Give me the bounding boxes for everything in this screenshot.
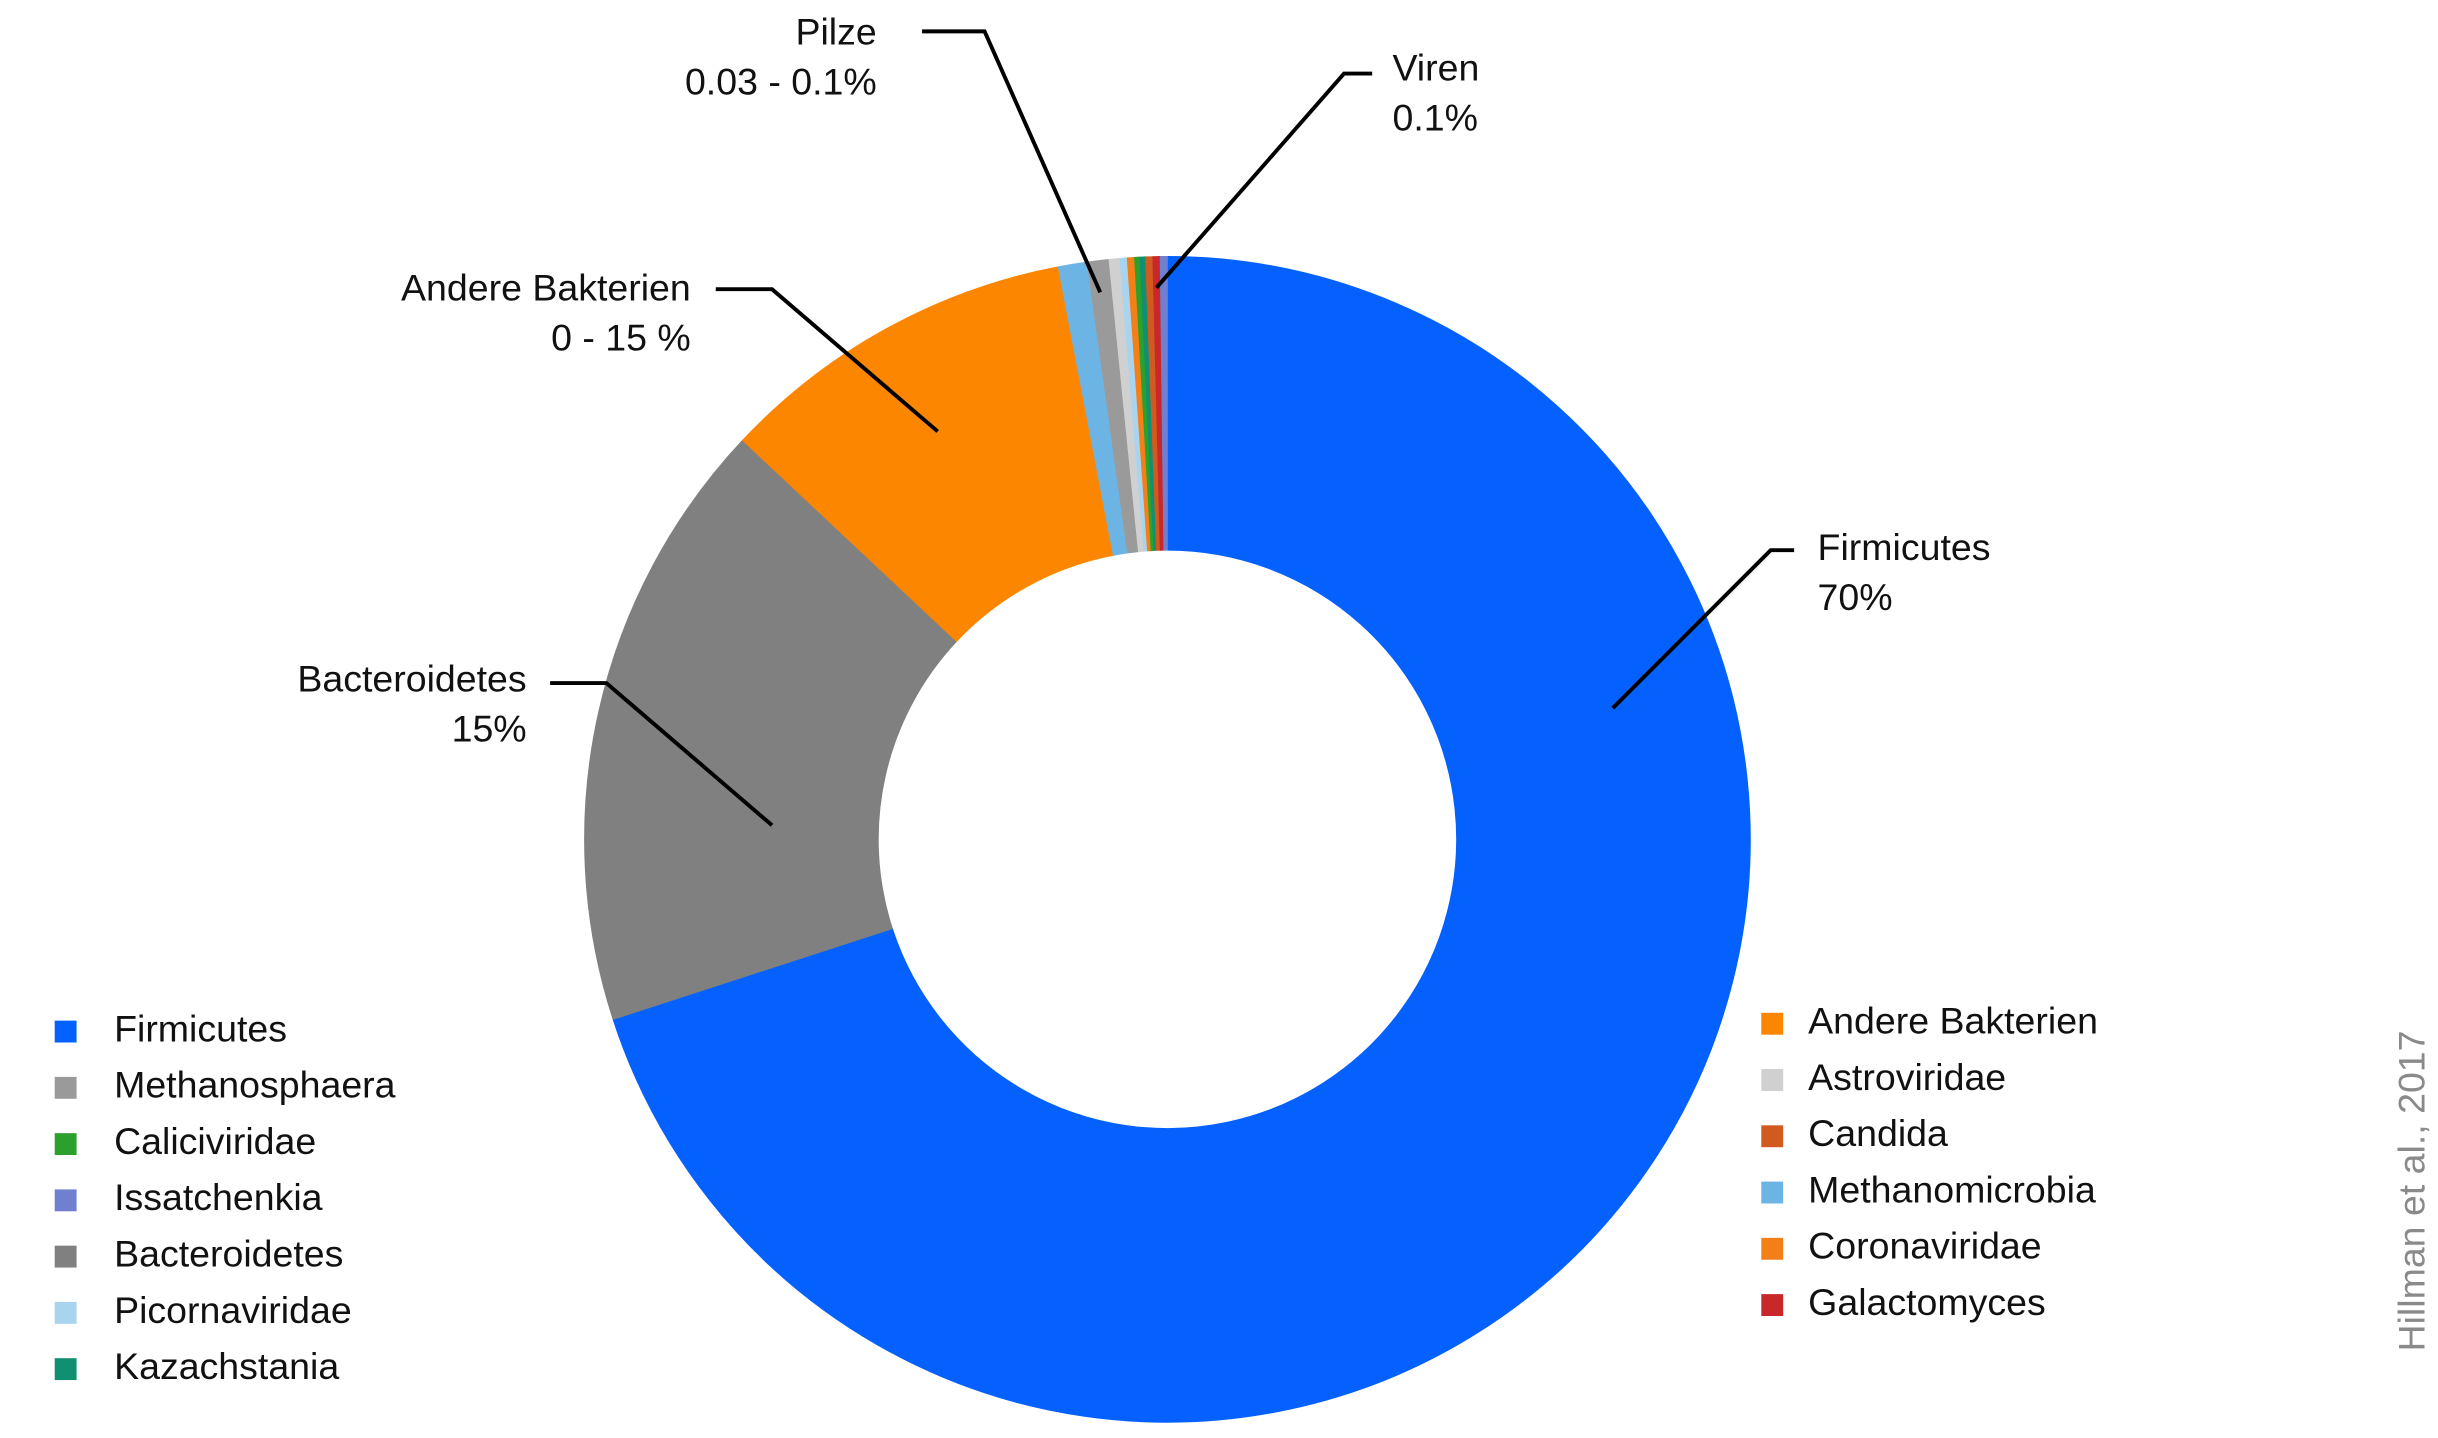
leader-line (550, 681, 774, 827)
leader-line (922, 29, 1103, 294)
legend-swatch (54, 1133, 77, 1156)
legend-label: Methanosphaera (114, 1064, 396, 1106)
annotation: 0 - 15 % (551, 317, 691, 359)
annotation: Bacteroidetes (297, 657, 526, 699)
legend-label: Kazachstania (114, 1345, 339, 1387)
annotation: 0.03 - 0.1% (685, 60, 877, 102)
legend-swatch (1761, 1237, 1784, 1260)
legend-swatch (1761, 1294, 1784, 1316)
legend-swatch (1761, 1181, 1784, 1204)
legend-label: Andere Bakterien (1808, 1000, 2098, 1042)
legend-label: Astroviridae (1808, 1056, 2006, 1098)
source: Hillman et al., 2017 (2390, 1030, 2432, 1351)
annotation: Pilze (795, 10, 876, 52)
leader-line (1611, 548, 1795, 710)
legend-swatch (54, 1189, 77, 1212)
legend-label: Picornaviridae (114, 1289, 352, 1331)
legend-swatch (1761, 1069, 1784, 1091)
legend-swatch (54, 1301, 77, 1324)
slice (584, 439, 958, 1020)
legend-label: Bacteroidetes (114, 1233, 343, 1275)
annotation: Andere Bakterien (401, 267, 691, 309)
slice (1159, 256, 1168, 551)
leader-line (1155, 71, 1373, 289)
legend-swatch (54, 1076, 77, 1099)
legend-swatch (1761, 1125, 1784, 1148)
annotation: 0.1% (1392, 96, 1477, 138)
annotation: Firmicutes (1818, 526, 1991, 568)
annotation: Viren (1392, 46, 1479, 88)
legend-label: Caliciviridae (114, 1120, 316, 1162)
legend-label: Candida (1808, 1112, 1948, 1154)
annotation: 70% (1818, 576, 1893, 618)
legend-label: Methanomicrobia (1808, 1168, 2096, 1210)
slice (612, 256, 1751, 1423)
legend-swatch (1761, 1012, 1784, 1035)
legend-label: Coronaviridae (1808, 1225, 2041, 1267)
legend-label: Galactomyces (1808, 1281, 2046, 1323)
slice (741, 266, 1114, 642)
legend-label: Firmicutes (114, 1007, 287, 1049)
legend-label: Issatchenkia (114, 1176, 323, 1218)
legend-swatch (54, 1020, 77, 1043)
legend-swatch (54, 1245, 77, 1268)
leader-line (715, 287, 939, 433)
legend-swatch (54, 1358, 77, 1381)
annotation: 15% (452, 707, 527, 749)
